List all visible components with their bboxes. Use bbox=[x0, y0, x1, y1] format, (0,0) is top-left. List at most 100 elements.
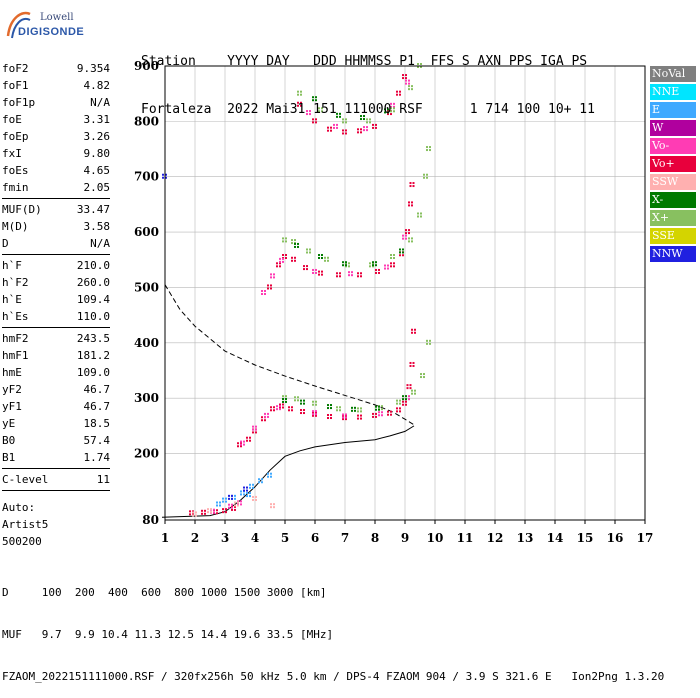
echo-point-e bbox=[219, 501, 221, 504]
y-tick-label: 900 bbox=[134, 59, 159, 73]
echo-point-x- bbox=[336, 112, 338, 115]
echo-point-vo- bbox=[294, 256, 296, 259]
echo-point-vo- bbox=[234, 508, 236, 511]
echo-point-nnw bbox=[243, 486, 245, 489]
echo-point-x- bbox=[429, 146, 431, 149]
param-row: h`F 210.0 bbox=[2, 257, 110, 274]
echo-point-x- bbox=[297, 396, 299, 399]
echo-point-x- bbox=[345, 262, 347, 265]
echo-point-nnw bbox=[162, 176, 164, 179]
echo-point-e bbox=[225, 500, 227, 503]
echo-point-vo- bbox=[408, 79, 410, 82]
param-label: D bbox=[2, 237, 9, 250]
echo-point-vo- bbox=[261, 419, 263, 422]
echo-point-x- bbox=[393, 257, 395, 260]
echo-point-e bbox=[270, 475, 272, 478]
echo-point-ssw bbox=[252, 498, 254, 501]
echo-point-x- bbox=[330, 404, 332, 407]
echo-point-x- bbox=[426, 149, 428, 152]
echo-point-vo- bbox=[336, 272, 338, 275]
echo-point-vo- bbox=[216, 512, 218, 515]
legend-item: NNE bbox=[650, 84, 696, 100]
echo-point-x- bbox=[306, 251, 308, 254]
echo-point-vo- bbox=[228, 503, 230, 506]
echo-point-x- bbox=[426, 146, 428, 149]
echo-point-x- bbox=[282, 240, 284, 243]
echo-point-vo- bbox=[342, 418, 344, 421]
echo-point-vo- bbox=[285, 257, 287, 260]
echo-point-ssw bbox=[234, 504, 236, 507]
legend-item: Vo- bbox=[650, 138, 696, 154]
echo-point-vo- bbox=[279, 262, 281, 265]
echo-point-ssw bbox=[237, 504, 239, 507]
echo-point-vo- bbox=[315, 118, 317, 121]
param-label: h`Es bbox=[2, 310, 29, 323]
param-separator bbox=[2, 490, 110, 491]
echo-point-x- bbox=[327, 259, 329, 262]
echo-point-x- bbox=[384, 108, 386, 111]
echo-point-x- bbox=[351, 409, 353, 412]
echo-point-vo- bbox=[240, 442, 242, 445]
echo-point-x- bbox=[378, 408, 380, 411]
echo-point-vo- bbox=[306, 265, 308, 268]
echo-point-vo- bbox=[381, 414, 383, 417]
echo-point-vo- bbox=[342, 416, 344, 419]
echo-point-vo- bbox=[345, 413, 347, 416]
echo-point-x- bbox=[429, 149, 431, 152]
echo-point-vo- bbox=[270, 287, 272, 290]
echo-point-vo- bbox=[240, 445, 242, 448]
echo-points bbox=[162, 63, 431, 517]
echo-point-x- bbox=[312, 403, 314, 406]
echo-point-vo- bbox=[408, 82, 410, 85]
echo-point-vo- bbox=[249, 436, 251, 439]
echo-point-nnw bbox=[165, 176, 167, 179]
echo-point-nnw bbox=[228, 494, 230, 497]
echo-point-vo- bbox=[300, 412, 302, 415]
echo-point-vo- bbox=[339, 275, 341, 278]
echo-point-vo- bbox=[240, 503, 242, 506]
param-row: hmE 109.0 bbox=[2, 364, 110, 381]
echo-point-vo- bbox=[408, 201, 410, 204]
echo-point-x- bbox=[327, 407, 329, 410]
param-label: yF2 bbox=[2, 383, 22, 396]
echo-point-x- bbox=[411, 88, 413, 91]
param-row: h`E 109.4 bbox=[2, 291, 110, 308]
param-value: 243.5 bbox=[76, 332, 110, 345]
echo-point-ssw bbox=[210, 508, 212, 511]
echo-point-vo- bbox=[345, 418, 347, 421]
param-value: 210.0 bbox=[76, 259, 110, 272]
echo-point-vo- bbox=[414, 331, 416, 334]
echo-point-vo- bbox=[357, 131, 359, 134]
echo-point-e bbox=[261, 478, 263, 481]
echo-point-vo- bbox=[315, 413, 317, 416]
echo-point-vo- bbox=[330, 129, 332, 132]
echo-point-vo- bbox=[252, 425, 254, 428]
echo-point-x- bbox=[282, 237, 284, 240]
param-row: foF1p N/A bbox=[2, 94, 110, 111]
echo-point-vo- bbox=[405, 232, 407, 235]
x-tick-label: 15 bbox=[577, 531, 594, 545]
echo-point-x- bbox=[345, 265, 347, 268]
param-separator bbox=[2, 198, 110, 199]
echo-point-vo- bbox=[360, 131, 362, 134]
echo-point-nnw bbox=[231, 494, 233, 497]
param-label: M(D) bbox=[2, 220, 29, 233]
echo-point-x- bbox=[297, 399, 299, 402]
param-value: 181.2 bbox=[76, 349, 110, 362]
echo-point-e bbox=[246, 495, 248, 498]
echo-point-vo- bbox=[330, 414, 332, 417]
echo-point-vo- bbox=[309, 113, 311, 116]
y-tick-label: 800 bbox=[134, 114, 159, 128]
echo-point-nnw bbox=[162, 173, 164, 176]
station-header: Station YYYY DAY DDD HHMMSS P1 FFS S AXN… bbox=[141, 22, 595, 134]
echo-point-x- bbox=[366, 118, 368, 121]
y-tick-label: 400 bbox=[134, 336, 159, 350]
echo-point-vo- bbox=[255, 431, 257, 434]
echo-point-vo- bbox=[378, 411, 380, 414]
echo-point-e bbox=[270, 472, 272, 475]
echo-point-vo- bbox=[312, 411, 314, 414]
param-value: 46.7 bbox=[83, 383, 111, 396]
echo-point-vo- bbox=[406, 387, 409, 390]
echo-point-vo- bbox=[267, 287, 269, 290]
echo-point-vo- bbox=[282, 260, 284, 263]
